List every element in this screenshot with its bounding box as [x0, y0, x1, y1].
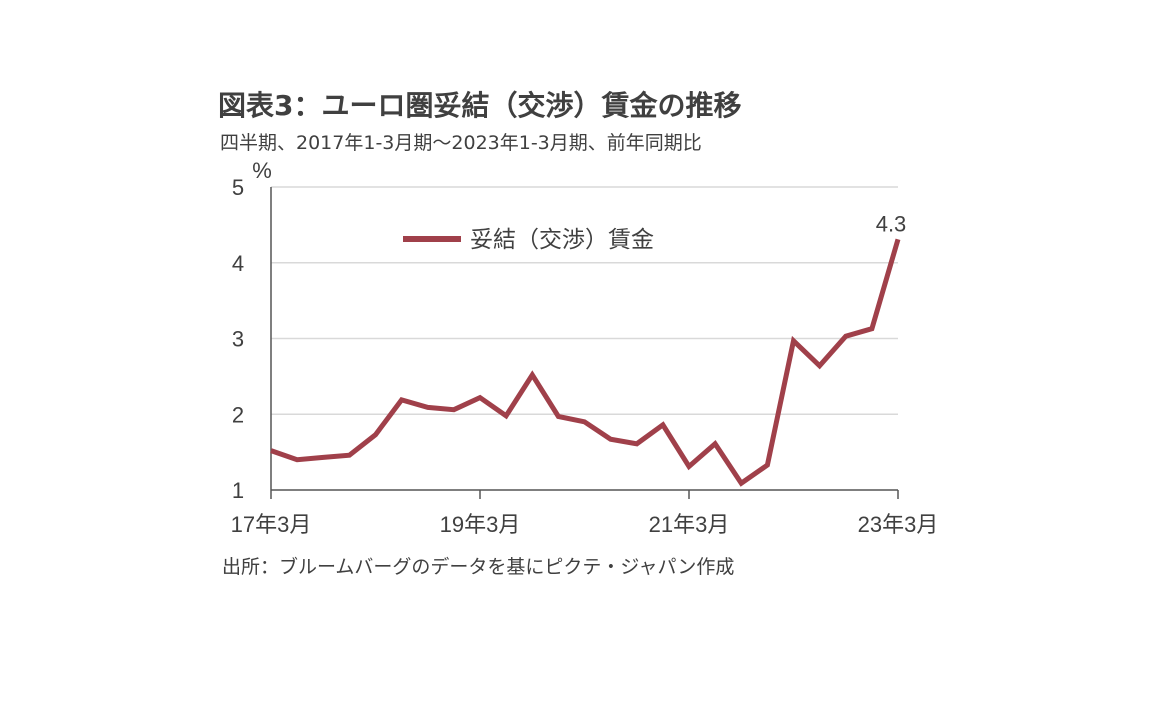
y-tick-label-2: 2	[232, 402, 244, 427]
y-tick-label-4: 4	[232, 251, 244, 276]
chart-source: 出所：ブルームバーグのデータを基にピクテ・ジャパン作成	[222, 556, 735, 578]
x-tick-label-1: 19年3月	[440, 512, 521, 537]
data-label-0: 4.3	[876, 211, 907, 236]
chart-subtitle: 四半期、2017年1-3月期～2023年1-3月期、前年同期比	[220, 132, 702, 154]
series-line-0	[270, 238, 901, 487]
x-tick-label-2: 21年3月	[649, 512, 730, 537]
x-tick-label-0: 17年3月	[231, 512, 312, 537]
y-tick-label-1: 1	[232, 478, 244, 503]
y-tick-label-3: 3	[232, 327, 244, 352]
chart-title: 図表3：ユーロ圏妥結（交渉）賃金の推移	[218, 89, 742, 122]
legend-label-0: 妥結（交渉）賃金	[470, 227, 654, 253]
y-tick-label-5: 5	[232, 175, 244, 200]
x-tick-label-3: 23年3月	[858, 512, 939, 537]
y-axis-unit: %	[252, 158, 272, 183]
